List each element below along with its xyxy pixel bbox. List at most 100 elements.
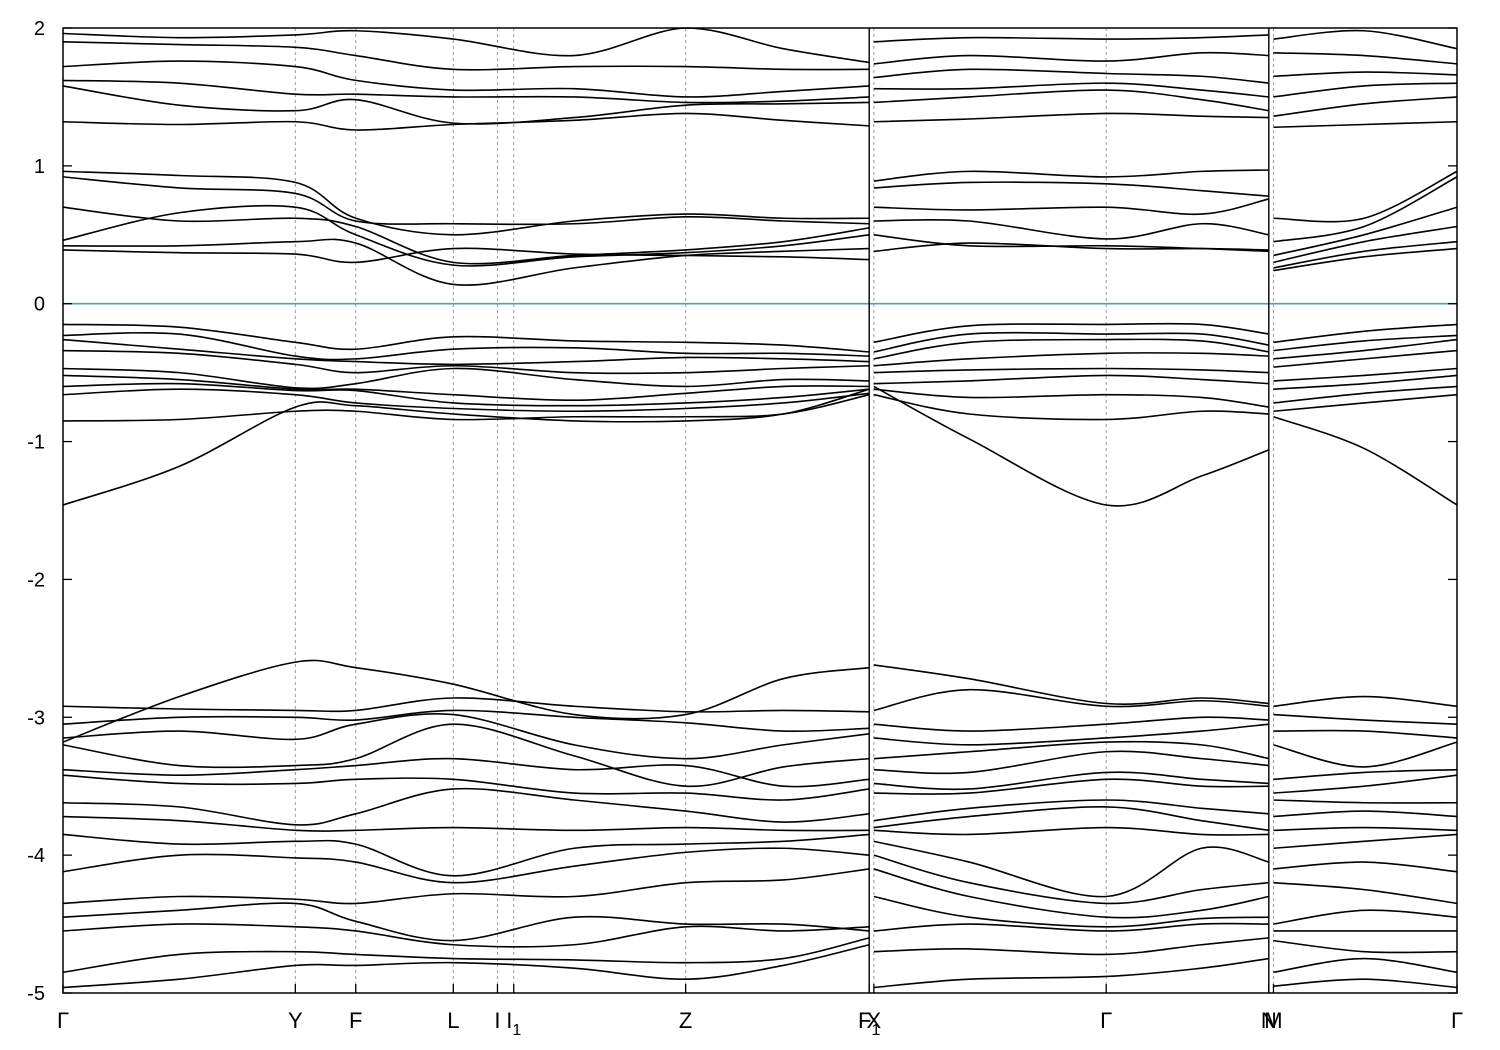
- band-line-31: [62, 833, 870, 877]
- band-line-70: [873, 840, 1269, 898]
- band-line-109: [1273, 881, 1458, 905]
- kpoint-label-2: F: [349, 1008, 362, 1033]
- band-line-106: [1273, 826, 1458, 832]
- x-axis-kpoint-labels: Γ Y F L I I1 Z F1X Γ NM Γ: [57, 984, 1463, 1039]
- kpoint-label-0: Γ: [57, 1008, 69, 1033]
- y-axis-ticks: 2 1 0 -1 -2 -3 -4 -5: [27, 18, 1457, 1005]
- band-line-81: [1273, 96, 1458, 118]
- band-line-60: [873, 688, 1269, 712]
- kpoint-label-12: Γ: [1451, 1008, 1463, 1033]
- band-line-67: [873, 799, 1269, 822]
- band-line-20: [62, 393, 870, 422]
- band-line-71: [873, 854, 1269, 905]
- band-line-37: [62, 943, 870, 989]
- kpoint-label-4: I: [494, 1008, 500, 1033]
- kpoint-label-9: Γ: [1100, 1008, 1112, 1033]
- band-line-58: [873, 385, 1270, 507]
- band-line-43: [873, 112, 1269, 123]
- band-line-89: [1273, 323, 1458, 344]
- band-line-32: [62, 847, 870, 884]
- band-line-97: [1273, 416, 1458, 506]
- band-line-112: [1273, 939, 1458, 954]
- kpoint-label-10: N: [1261, 1008, 1277, 1033]
- band-line-63: [873, 740, 1269, 760]
- band-line-25: [62, 713, 870, 760]
- band-line-113: [1273, 957, 1458, 974]
- band-line-108: [1273, 861, 1458, 873]
- band-line-35: [62, 923, 870, 948]
- band-line-29: [62, 787, 870, 826]
- band-line-9: [62, 204, 870, 267]
- band-line-82: [1273, 120, 1458, 129]
- kpoint-label-11: M: [1264, 1008, 1282, 1033]
- band-line-50: [873, 322, 1269, 344]
- band-line-100: [1273, 729, 1458, 739]
- band-line-61: [873, 716, 1269, 732]
- band-line-5: [62, 112, 870, 131]
- band-line-47: [873, 218, 1269, 240]
- kpoint-label-6: Z: [679, 1008, 692, 1033]
- band-line-7: [62, 176, 870, 226]
- band-line-76: [873, 957, 1269, 989]
- band-line-62: [873, 723, 1269, 746]
- band-line-22: [62, 659, 870, 743]
- band-line-26: [62, 723, 870, 788]
- band-line-19: [62, 388, 870, 413]
- band-line-46: [873, 198, 1269, 216]
- band-line-40: [873, 68, 1269, 84]
- band-line-66: [873, 778, 1269, 795]
- band-line-78: [1273, 52, 1458, 65]
- band-line-36: [62, 937, 870, 974]
- band-line-107: [1273, 833, 1458, 850]
- band-line-33: [62, 868, 870, 905]
- band-line-8: [62, 206, 870, 265]
- y-tick-label-3: -1: [27, 432, 45, 454]
- band-line-83: [1273, 170, 1458, 223]
- band-line-88: [1273, 247, 1458, 272]
- band-line-18: [62, 382, 870, 407]
- band-line-101: [1273, 741, 1458, 768]
- kpoint-label-1: Y: [288, 1008, 303, 1033]
- y-tick-label-6: -4: [27, 845, 45, 867]
- band-line-1: [62, 40, 870, 71]
- band-line-73: [873, 895, 1269, 928]
- plot-frame: [62, 27, 1458, 994]
- band-line-110: [1273, 909, 1458, 925]
- band-line-45: [873, 181, 1269, 197]
- band-line-44: [873, 169, 1269, 182]
- band-line-11: [62, 247, 870, 264]
- band-line-75: [873, 937, 1269, 956]
- y-tick-label-7: -5: [27, 983, 45, 1005]
- band-line-59: [873, 664, 1269, 705]
- band-line-42: [873, 89, 1269, 112]
- band-line-49: [873, 242, 1269, 253]
- y-tick-label-1: 1: [34, 156, 45, 178]
- band-line-104: [1273, 799, 1458, 804]
- band-line-0: [62, 27, 870, 64]
- band-line-16: [62, 367, 870, 390]
- band-line-13: [62, 331, 870, 361]
- band-line-91: [1273, 338, 1458, 360]
- band-line-95: [1273, 385, 1458, 404]
- band-line-80: [1273, 82, 1458, 98]
- band-line-69: [873, 826, 1269, 836]
- band-line-56: [873, 388, 1269, 408]
- band-line-55: [873, 374, 1269, 385]
- y-tick-label-4: -2: [27, 569, 45, 591]
- band-line-53: [873, 352, 1269, 367]
- band-line-90: [1273, 334, 1458, 352]
- band-line-28: [62, 774, 870, 801]
- band-line-103: [1273, 774, 1458, 794]
- band-line-21: [62, 388, 870, 506]
- band-line-23: [62, 697, 870, 713]
- band-line-87: [1273, 240, 1458, 269]
- band-line-93: [1273, 367, 1458, 382]
- band-line-34: [62, 902, 870, 942]
- band-line-65: [873, 771, 1269, 791]
- band-line-114: [1273, 978, 1458, 989]
- band-line-102: [1273, 768, 1458, 781]
- band-line-38: [873, 34, 1269, 43]
- band-line-24: [62, 709, 870, 733]
- band-line-98: [1273, 695, 1458, 708]
